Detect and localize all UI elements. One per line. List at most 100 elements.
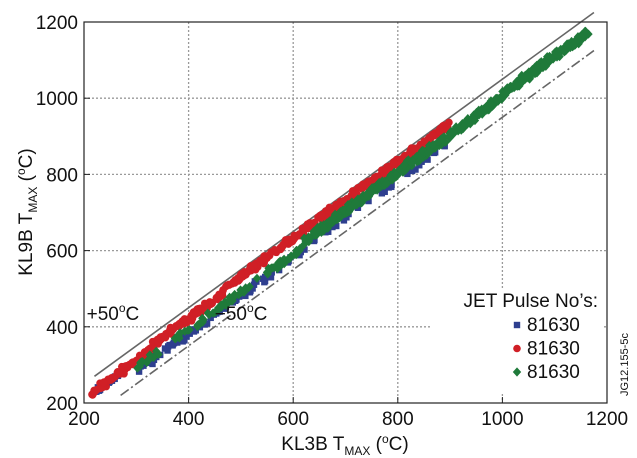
diamond-marker (136, 357, 145, 368)
circle-marker (265, 251, 274, 260)
circle-marker (271, 246, 279, 254)
circle-marker (206, 300, 215, 309)
square-marker (311, 236, 318, 244)
circle-marker (200, 299, 209, 308)
diamond-marker (399, 160, 409, 170)
diamond-marker (570, 37, 580, 47)
circle-marker (105, 375, 114, 384)
y-axis-title: KL9B TMAX (oC) (14, 148, 40, 275)
diamond-marker (517, 77, 527, 87)
diamond-marker (391, 169, 400, 180)
square-marker (259, 275, 267, 282)
circle-marker (123, 361, 132, 370)
diamond-marker (212, 306, 221, 316)
square-marker (190, 328, 198, 335)
circle-marker (370, 173, 379, 182)
square-marker (242, 292, 249, 300)
y-tick-label: 600 (46, 242, 78, 263)
diamond-marker (345, 204, 355, 214)
diamond-marker (362, 190, 371, 200)
circle-marker (237, 270, 245, 278)
diamond-marker (351, 198, 360, 208)
diamond-marker (208, 308, 218, 318)
tick-labels: 200 400 600 800 1000 1200 200 400 600 800 1000 1200 (36, 13, 628, 430)
diamond-marker (407, 158, 416, 168)
square-marker (207, 314, 214, 322)
diamond-marker (530, 69, 540, 79)
square-marker (301, 246, 308, 253)
square-marker (164, 347, 171, 354)
diamond-marker (547, 53, 556, 63)
y-tick-label: 1200 (36, 13, 78, 34)
circle-marker (258, 255, 267, 264)
circle-marker (302, 224, 310, 232)
square-marker (267, 274, 275, 281)
square-marker (179, 338, 186, 345)
square-marker (430, 149, 438, 157)
circle-marker (161, 332, 169, 341)
diamond-marker (294, 246, 303, 257)
circle-marker (90, 386, 98, 395)
diamond-marker (567, 36, 576, 47)
legend-entry: 81630 (513, 339, 580, 360)
square-marker (513, 321, 521, 329)
square-marker (381, 188, 388, 196)
diamond-marker (482, 104, 491, 114)
reference-line (93, 11, 595, 377)
square-marker (174, 339, 181, 346)
square-marker (203, 320, 211, 327)
diamond-marker (424, 147, 434, 157)
diamond-marker (142, 357, 151, 368)
diamond-marker (328, 213, 338, 223)
circle-marker (115, 369, 123, 377)
diamond-marker (398, 167, 408, 177)
square-marker (249, 285, 256, 292)
data-points (88, 26, 593, 399)
square-marker (424, 156, 431, 163)
circle-marker (175, 322, 183, 331)
legend-label: 81630 (527, 339, 580, 360)
y-tick-label: 800 (46, 165, 78, 186)
diamond-marker (538, 62, 547, 72)
circle-marker (390, 159, 399, 168)
diamond-marker (252, 273, 262, 283)
axis-ticks (83, 21, 608, 404)
line-annotation: +50oC (87, 301, 140, 325)
square-marker (333, 222, 340, 230)
plot-frame (83, 21, 608, 404)
diamond-marker (428, 140, 438, 150)
reference-lines (93, 11, 595, 397)
legend-entry: 81630 (512, 362, 580, 383)
circle-marker (325, 203, 334, 212)
x-tick-label: 1200 (586, 409, 628, 430)
diamond-marker (416, 155, 425, 165)
line-annotation: −50oC (215, 301, 268, 325)
diamond-marker (578, 30, 588, 40)
diamond-marker (199, 315, 208, 325)
diamond-marker (312, 226, 321, 236)
circle-marker (420, 137, 429, 145)
circle-marker (279, 241, 287, 250)
diamond-marker (217, 302, 226, 312)
diamond-marker (474, 110, 484, 120)
circle-marker (359, 180, 367, 189)
circle-marker (333, 202, 342, 210)
square-marker (135, 368, 143, 375)
diamond-marker (227, 295, 236, 306)
diamond-marker (488, 101, 497, 111)
circle-marker (99, 378, 108, 387)
diamond-marker (133, 363, 142, 373)
diamond-marker (152, 346, 161, 356)
diamond-marker (174, 331, 183, 341)
y-tick-label: 400 (46, 318, 78, 339)
x-tick-label: 400 (173, 409, 205, 430)
legend-title: JET Pulse No’s: (464, 291, 598, 312)
diamond-marker (185, 325, 194, 335)
annotations: +50oC −50oC (87, 301, 268, 325)
diamond-marker (445, 133, 454, 143)
diamond-marker (459, 122, 469, 132)
x-tick-label: 800 (382, 409, 414, 430)
y-tick-label: 200 (46, 394, 78, 415)
diamond-marker (263, 267, 272, 277)
